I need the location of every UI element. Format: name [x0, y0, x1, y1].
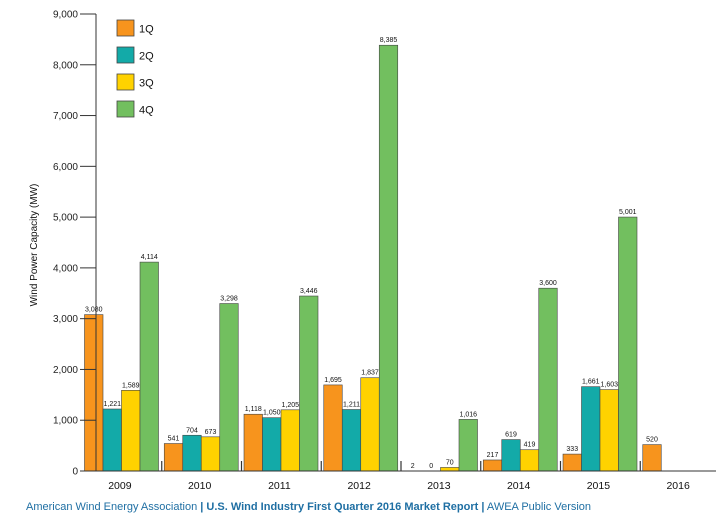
- data-label-2q-2012: 1,211: [343, 402, 360, 409]
- footer-separator-1: |: [200, 501, 204, 513]
- y-tick-label: 2,000: [53, 365, 78, 376]
- bar-3q-2011: [280, 409, 300, 472]
- x-category-label: 2011: [268, 480, 291, 492]
- bars-layer: [84, 44, 662, 472]
- bar-4q-2013: [458, 419, 478, 472]
- bar-2q-2010: [182, 434, 202, 472]
- data-label-3q-2015: 1,603: [600, 382, 618, 389]
- bar-1q-2009: [84, 314, 104, 472]
- bar-3q-2009: [121, 390, 141, 472]
- x-category-label: 2013: [427, 480, 451, 492]
- bar-1q-2014: [482, 459, 503, 472]
- data-label-3q-2013: 70: [446, 459, 454, 466]
- footer: American Wind Energy Association | U.S. …: [26, 501, 716, 517]
- bar-2q-2014: [501, 439, 521, 472]
- data-label-3q-2011: 1,205: [281, 402, 299, 409]
- x-category-label: 2014: [507, 480, 531, 492]
- bar-3q-2012: [360, 377, 380, 472]
- data-label-1q-2015: 333: [566, 446, 578, 453]
- data-label-2q-2013: 0: [429, 463, 433, 470]
- legend: 1Q 2Q 3Q 4Q: [116, 19, 154, 118]
- y-tick-label: 8,000: [53, 60, 78, 71]
- data-label-1q-2016: 520: [646, 437, 658, 444]
- data-label-4q-2009: 4,114: [141, 254, 158, 261]
- data-label-4q-2013: 1,016: [459, 411, 477, 418]
- bar-1q-2010: [163, 443, 184, 472]
- bar-2q-2012: [341, 409, 362, 472]
- bar-1q-2015: [562, 453, 582, 472]
- y-tick-label: 4,000: [53, 263, 78, 274]
- legend-label-1q: 1Q: [139, 24, 154, 36]
- x-category-label: 2012: [347, 480, 371, 492]
- x-category-label: 2009: [108, 480, 132, 492]
- y-tick-label: 9,000: [53, 10, 78, 21]
- bar-3q-2010: [200, 436, 221, 472]
- data-label-1q-2011: 1,118: [245, 406, 262, 413]
- footer-version: AWEA Public Version: [486, 501, 592, 513]
- bar-3q-2013: [440, 467, 460, 472]
- legend-label-4q: 4Q: [139, 105, 154, 117]
- bar-4q-2012: [378, 44, 399, 472]
- footer-separator-2: |: [481, 501, 485, 513]
- data-label-2q-2011: 1,050: [263, 410, 281, 417]
- legend-label-2q: 2Q: [139, 51, 154, 63]
- bar-2q-2011: [262, 417, 282, 472]
- bar-3q-2015: [599, 389, 619, 472]
- legend-swatch-3q: [116, 73, 135, 91]
- y-axis-title-group: Wind Power Capacity (MW): [29, 184, 40, 307]
- data-label-2q-2010: 704: [186, 427, 198, 434]
- data-label-2q-2014: 619: [505, 432, 517, 439]
- data-label-1q-2009: 3,080: [85, 307, 103, 314]
- y-axis-title: Wind Power Capacity (MW): [29, 184, 40, 307]
- data-label-1q-2013: 2: [411, 463, 415, 470]
- bar-1q-2011: [243, 413, 263, 472]
- legend-swatch-2q: [116, 46, 135, 64]
- data-label-4q-2014: 3,600: [539, 280, 557, 287]
- data-label-1q-2012: 1,695: [324, 377, 342, 384]
- x-category-label: 2015: [587, 480, 611, 492]
- data-label-4q-2015: 5,001: [619, 209, 637, 216]
- legend-label-3q: 3Q: [139, 78, 154, 90]
- y-tick-label: 1,000: [53, 416, 78, 427]
- bar-3q-2014: [519, 449, 540, 472]
- y-tick-label: 5,000: [53, 213, 78, 224]
- data-label-1q-2014: 217: [487, 452, 499, 459]
- bar-4q-2014: [538, 287, 558, 472]
- data-label-3q-2009: 1,589: [122, 382, 140, 389]
- bar-1q-2012: [323, 384, 343, 472]
- data-label-4q-2010: 3,298: [220, 296, 238, 303]
- data-label-4q-2012: 8,385: [380, 37, 398, 44]
- bar-4q-2015: [618, 216, 638, 472]
- legend-swatch-4q: [116, 100, 135, 118]
- footer-report-title: U.S. Wind Industry First Quarter 2016 Ma…: [206, 501, 479, 513]
- x-category-label: 2010: [188, 480, 212, 492]
- y-tick-label: 7,000: [53, 111, 78, 122]
- bar-2q-2015: [581, 386, 601, 472]
- footer-org: American Wind Energy Association: [26, 501, 198, 513]
- bar-1q-2016: [642, 444, 662, 472]
- bar-4q-2011: [299, 295, 319, 472]
- bar-4q-2010: [219, 303, 239, 472]
- bar-chart: Wind Power Capacity (MW) 0 1,000 2,000 3,00…: [29, 10, 716, 492]
- data-label-4q-2011: 3,446: [300, 288, 318, 295]
- y-tick-label: 6,000: [53, 162, 78, 173]
- y-tick-label: 0: [72, 467, 78, 478]
- data-label-3q-2012: 1,837: [361, 370, 379, 377]
- bar-2q-2009: [102, 408, 122, 472]
- axes-layer: 0 1,000 2,000 3,000 4,000 5,000 6,000 7,000 8,00…: [53, 10, 716, 492]
- bar-4q-2009: [139, 261, 159, 472]
- data-label-3q-2010: 673: [205, 429, 217, 436]
- x-category-label: 2016: [666, 480, 690, 492]
- data-label-2q-2015: 1,661: [582, 379, 600, 386]
- legend-swatch-1q: [116, 19, 135, 37]
- data-label-2q-2009: 1,221: [103, 401, 121, 408]
- data-label-1q-2010: 541: [168, 436, 180, 443]
- data-label-3q-2014: 419: [524, 442, 536, 449]
- y-tick-label: 3,000: [53, 314, 78, 325]
